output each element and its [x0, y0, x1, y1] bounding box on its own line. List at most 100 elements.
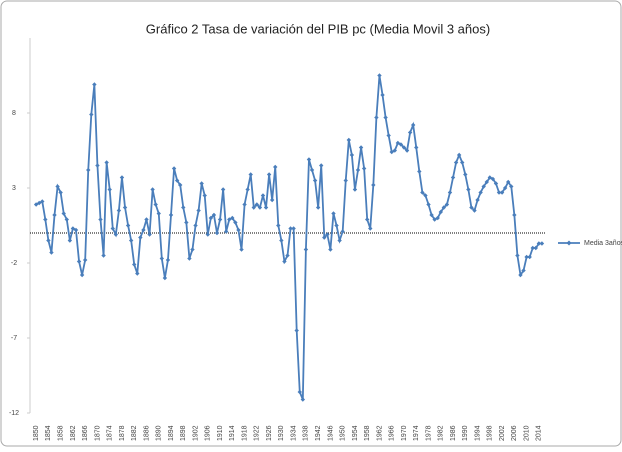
data-point — [312, 178, 318, 183]
data-point — [512, 212, 517, 218]
x-tick-label: 1870 — [94, 425, 101, 441]
x-tick-label: 1942 — [315, 425, 322, 441]
x-tick-label: 1930 — [278, 425, 285, 441]
data-point — [162, 275, 168, 281]
data-point — [380, 92, 385, 98]
data-point — [383, 115, 388, 120]
chart-title: Gráfico 2 Tasa de variación del PIB pc (… — [146, 21, 490, 36]
data-point — [260, 193, 266, 198]
data-point — [475, 197, 480, 203]
data-point — [223, 229, 229, 234]
data-point — [343, 178, 348, 183]
y-tick-label: -12 — [9, 410, 19, 417]
data-point — [358, 145, 364, 150]
x-tick-label: 1890 — [156, 425, 163, 441]
data-point — [135, 271, 140, 276]
data-point — [472, 208, 477, 213]
data-point — [297, 389, 302, 395]
data-point — [291, 226, 296, 231]
data-point — [527, 254, 532, 260]
data-point — [153, 202, 158, 207]
data-point — [181, 205, 186, 210]
data-point — [509, 184, 514, 189]
data-point — [377, 73, 382, 78]
data-point — [116, 208, 122, 213]
data-point — [355, 167, 361, 173]
data-point — [138, 235, 143, 240]
data-point — [325, 232, 330, 237]
data-point — [86, 167, 91, 173]
data-point — [55, 184, 60, 189]
data-point — [245, 187, 250, 192]
x-tick-label: 1866 — [82, 425, 89, 441]
x-tick-label: 1886 — [143, 425, 150, 441]
data-point — [95, 163, 100, 168]
data-point — [303, 247, 309, 252]
data-point — [217, 217, 223, 222]
data-point — [386, 133, 391, 138]
y-tick-label: -2 — [11, 260, 17, 267]
y-tick-label: 3 — [12, 185, 16, 192]
x-tick-label: 1898 — [180, 425, 187, 441]
x-tick-label: 1962 — [376, 425, 383, 441]
data-point — [444, 202, 450, 207]
data-point — [49, 250, 54, 255]
data-point — [266, 172, 272, 177]
x-tick-label: 1858 — [57, 425, 64, 441]
x-tick-label: 1902 — [192, 425, 199, 441]
data-point — [254, 202, 260, 207]
data-point — [36, 200, 42, 206]
data-point — [227, 217, 232, 222]
data-point — [156, 211, 161, 216]
data-point — [414, 145, 419, 150]
data-point — [469, 205, 474, 210]
x-tick-label: 1934 — [290, 425, 297, 441]
data-point — [141, 227, 146, 233]
data-point — [361, 166, 367, 171]
x-tick-label: 1970 — [401, 425, 408, 441]
data-point — [101, 253, 106, 258]
data-point — [211, 212, 217, 218]
data-point — [300, 397, 306, 402]
x-tick-label: 2014 — [536, 425, 543, 441]
data-point — [273, 164, 278, 170]
data-point — [453, 160, 459, 165]
data-point — [279, 238, 284, 243]
data-point — [395, 140, 401, 146]
data-point — [98, 217, 103, 222]
data-point — [496, 190, 502, 195]
data-point — [340, 229, 345, 234]
data-point — [499, 190, 505, 195]
x-tick-label: 1946 — [327, 425, 334, 441]
data-point — [294, 328, 299, 333]
data-point — [285, 253, 290, 258]
data-point — [401, 145, 407, 150]
data-point — [536, 241, 542, 246]
x-tick-label: 1894 — [168, 425, 175, 441]
data-point — [70, 226, 76, 231]
x-tick-label: 1938 — [303, 425, 310, 441]
data-point — [46, 238, 51, 243]
x-tick-label: 1950 — [340, 425, 347, 441]
x-tick-label: 1926 — [266, 425, 273, 441]
data-point — [493, 181, 499, 186]
data-point — [239, 247, 244, 252]
data-point — [67, 238, 73, 243]
data-point — [199, 181, 204, 186]
data-point — [128, 238, 134, 243]
data-point — [417, 169, 422, 174]
data-point — [426, 202, 431, 207]
data-point — [202, 193, 207, 198]
data-point — [374, 115, 379, 120]
data-point — [515, 253, 520, 258]
data-point — [205, 232, 210, 237]
data-point — [435, 215, 440, 221]
legend-label: Media 3años — [584, 240, 622, 247]
data-point — [407, 130, 413, 135]
data-point — [309, 167, 315, 173]
data-point — [398, 142, 404, 147]
x-tick-label: 1854 — [45, 425, 52, 441]
